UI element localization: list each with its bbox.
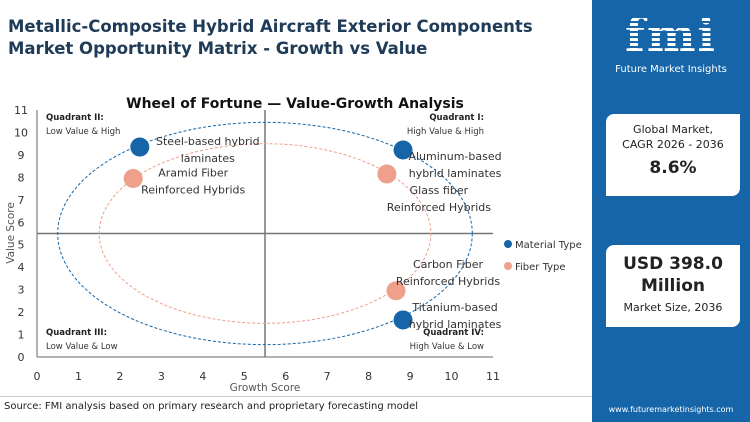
point-label: laminates: [181, 152, 235, 165]
data-point: [386, 281, 406, 301]
logo-mark: fmi: [592, 8, 750, 62]
quadrant-description: High Value & Low: [410, 342, 484, 352]
legend-label: Fiber Type: [515, 262, 566, 273]
y-axis-label: Value Score: [5, 202, 17, 264]
point-label: hybrid laminates: [409, 318, 502, 331]
website-link[interactable]: www.futuremarketinsights.com: [608, 405, 734, 414]
source-note: Source: FMI analysis based on primary re…: [4, 401, 419, 412]
y-tick-label: 11: [14, 104, 28, 117]
quadrant-title: Quadrant IV:: [423, 328, 484, 338]
data-point: [130, 137, 150, 157]
y-tick-label: 7: [18, 194, 25, 207]
quadrant-description: Low Value & Low: [46, 342, 118, 352]
logo-subtitle: Future Market Insights: [615, 64, 727, 75]
y-tick-label: 6: [18, 216, 25, 229]
point-label: Glass fiber: [410, 184, 469, 197]
y-tick-label: 5: [18, 239, 25, 252]
series-ellipse: [98, 143, 432, 324]
size-value-2: Million: [640, 276, 705, 296]
y-tick-label: 9: [18, 149, 25, 162]
x-tick-label: 8: [365, 370, 372, 383]
y-tick-label: 8: [18, 171, 25, 184]
x-tick-label: 7: [324, 370, 331, 383]
x-tick-label: 6: [282, 370, 289, 383]
x-tick-label: 5: [241, 370, 248, 383]
size-value-1: USD 398.0: [623, 254, 723, 274]
y-tick-label: 1: [18, 329, 25, 342]
quadrant-title: Quadrant III:: [46, 328, 107, 338]
x-tick-label: 11: [486, 370, 500, 383]
point-label: Reinforced Hybrids: [387, 201, 491, 214]
quadrant-title: Quadrant I:: [429, 113, 484, 123]
legend-marker: [504, 240, 512, 248]
chart-title: Wheel of Fortune — Value-Growth Analysis: [126, 96, 464, 112]
page-title: Metallic-Composite Hybrid Aircraft Exter…: [8, 17, 533, 58]
cagr-value: 8.6%: [649, 158, 697, 178]
data-point: [393, 140, 413, 160]
data-point: [123, 168, 143, 188]
cagr-label-1: Global Market,: [633, 123, 713, 136]
point-label: Carbon Fiber: [413, 258, 483, 271]
data-point: [393, 310, 413, 330]
x-tick-label: 2: [116, 370, 123, 383]
y-tick-label: 0: [18, 351, 25, 364]
point-label: Aluminum-based: [408, 150, 501, 163]
cagr-card: Global Market, CAGR 2026 - 2036 8.6%: [606, 114, 740, 196]
x-tick-label: 3: [158, 370, 165, 383]
footer-divider: [0, 396, 592, 397]
series-ellipse: [57, 121, 473, 346]
point-label: Reinforced Hybrids: [141, 183, 245, 196]
x-tick-label: 9: [407, 370, 414, 383]
point-label: Titanium-based: [411, 301, 497, 314]
y-tick-label: 10: [14, 126, 28, 139]
x-tick-label: 0: [34, 370, 41, 383]
sidebar: fmi Future Market Insights Global Market…: [592, 0, 750, 422]
cagr-label-2: CAGR 2026 - 2036: [622, 138, 724, 151]
quadrant-description: Low Value & High: [46, 127, 120, 137]
market-size-card: USD 398.0 Million Market Size, 2036: [606, 245, 740, 327]
opportunity-matrix-chart: Wheel of Fortune — Value-Growth Analysis…: [5, 96, 582, 394]
y-tick-label: 3: [18, 284, 25, 297]
legend-marker: [504, 262, 512, 270]
point-label: Steel-based hybrid: [156, 135, 260, 148]
x-axis-label: Growth Score: [230, 382, 301, 394]
y-tick-label: 2: [18, 306, 25, 319]
point-label: Reinforced Hybrids: [396, 275, 500, 288]
quadrant-description: High Value & High: [407, 127, 484, 137]
fmi-logo: fmi Future Market Insights: [592, 8, 750, 75]
legend-label: Material Type: [515, 240, 582, 251]
x-tick-label: 4: [199, 370, 206, 383]
x-tick-label: 10: [445, 370, 459, 383]
x-tick-label: 1: [75, 370, 82, 383]
y-tick-label: 4: [18, 261, 25, 274]
point-label: Aramid Fiber: [158, 166, 228, 179]
point-label: hybrid laminates: [409, 167, 502, 180]
quadrant-title: Quadrant II:: [46, 113, 104, 123]
data-point: [377, 164, 397, 184]
size-label: Market Size, 2036: [623, 301, 723, 314]
